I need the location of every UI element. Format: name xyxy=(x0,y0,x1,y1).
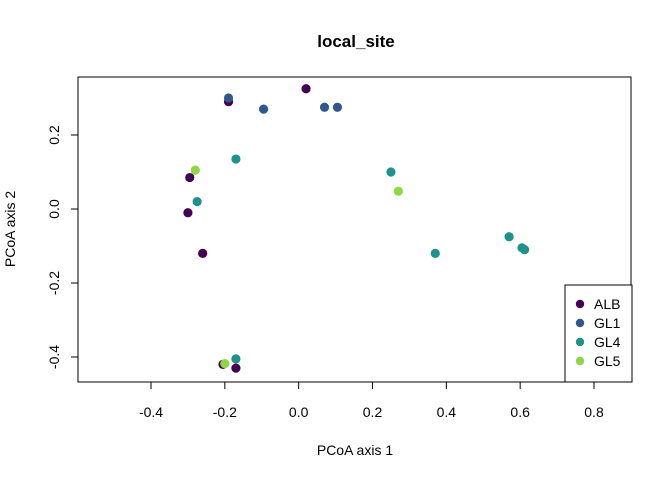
x-tick-label: 0.0 xyxy=(289,404,309,420)
data-point-gl4 xyxy=(504,232,514,242)
data-point-gl1 xyxy=(223,93,234,103)
y-axis: -0.4 -0.2 0.0 0.2 xyxy=(46,125,79,369)
data-points xyxy=(183,84,530,373)
chart-title: local_site xyxy=(317,32,395,51)
data-point-alb xyxy=(231,363,241,373)
data-point-gl4 xyxy=(519,245,530,255)
data-point-gl4 xyxy=(386,167,396,177)
legend-marker-gl5 xyxy=(575,356,585,366)
data-point-alb xyxy=(301,84,311,94)
legend: ALB GL1 GL4 GL5 xyxy=(564,284,633,383)
data-point-gl4 xyxy=(430,248,440,258)
y-tick-label: -0.4 xyxy=(46,345,62,369)
legend-label-gl5: GL5 xyxy=(594,353,621,369)
x-tick-label: 0.8 xyxy=(584,404,604,420)
data-point-gl1 xyxy=(332,102,343,112)
x-axis-label: PCoA axis 1 xyxy=(317,442,393,458)
x-tick-label: -0.2 xyxy=(213,404,237,420)
data-point-gl4 xyxy=(231,154,241,164)
x-axis: -0.4 -0.2 0.0 0.2 0.4 0.6 0.8 xyxy=(139,381,604,420)
y-axis-label: PCoA axis 2 xyxy=(2,191,18,267)
x-tick-label: 0.2 xyxy=(363,404,383,420)
y-tick-label: -0.2 xyxy=(46,271,62,295)
data-point-gl5 xyxy=(220,359,230,369)
y-tick-label: 0.2 xyxy=(46,125,62,145)
data-point-gl1 xyxy=(319,102,330,112)
y-tick-label: 0.0 xyxy=(46,199,62,219)
legend-label-gl1: GL1 xyxy=(594,315,621,331)
plot-frame xyxy=(77,76,632,383)
legend-marker-alb xyxy=(575,299,585,309)
data-point-gl5 xyxy=(393,186,403,196)
data-point-gl1 xyxy=(258,104,269,114)
x-tick-label: 0.6 xyxy=(510,404,530,420)
legend-marker-gl1 xyxy=(575,318,585,328)
data-point-gl5 xyxy=(190,165,200,175)
data-point-gl4 xyxy=(231,354,241,364)
legend-box xyxy=(564,284,633,383)
data-point-gl4 xyxy=(192,197,202,207)
legend-marker-gl4 xyxy=(575,337,585,347)
data-point-alb xyxy=(185,172,195,183)
legend-label-alb: ALB xyxy=(594,296,620,312)
x-tick-label: 0.4 xyxy=(437,404,457,420)
data-point-alb xyxy=(198,248,208,258)
data-point-alb xyxy=(183,208,193,218)
legend-label-gl4: GL4 xyxy=(594,334,621,350)
x-tick-label: -0.4 xyxy=(139,404,163,420)
